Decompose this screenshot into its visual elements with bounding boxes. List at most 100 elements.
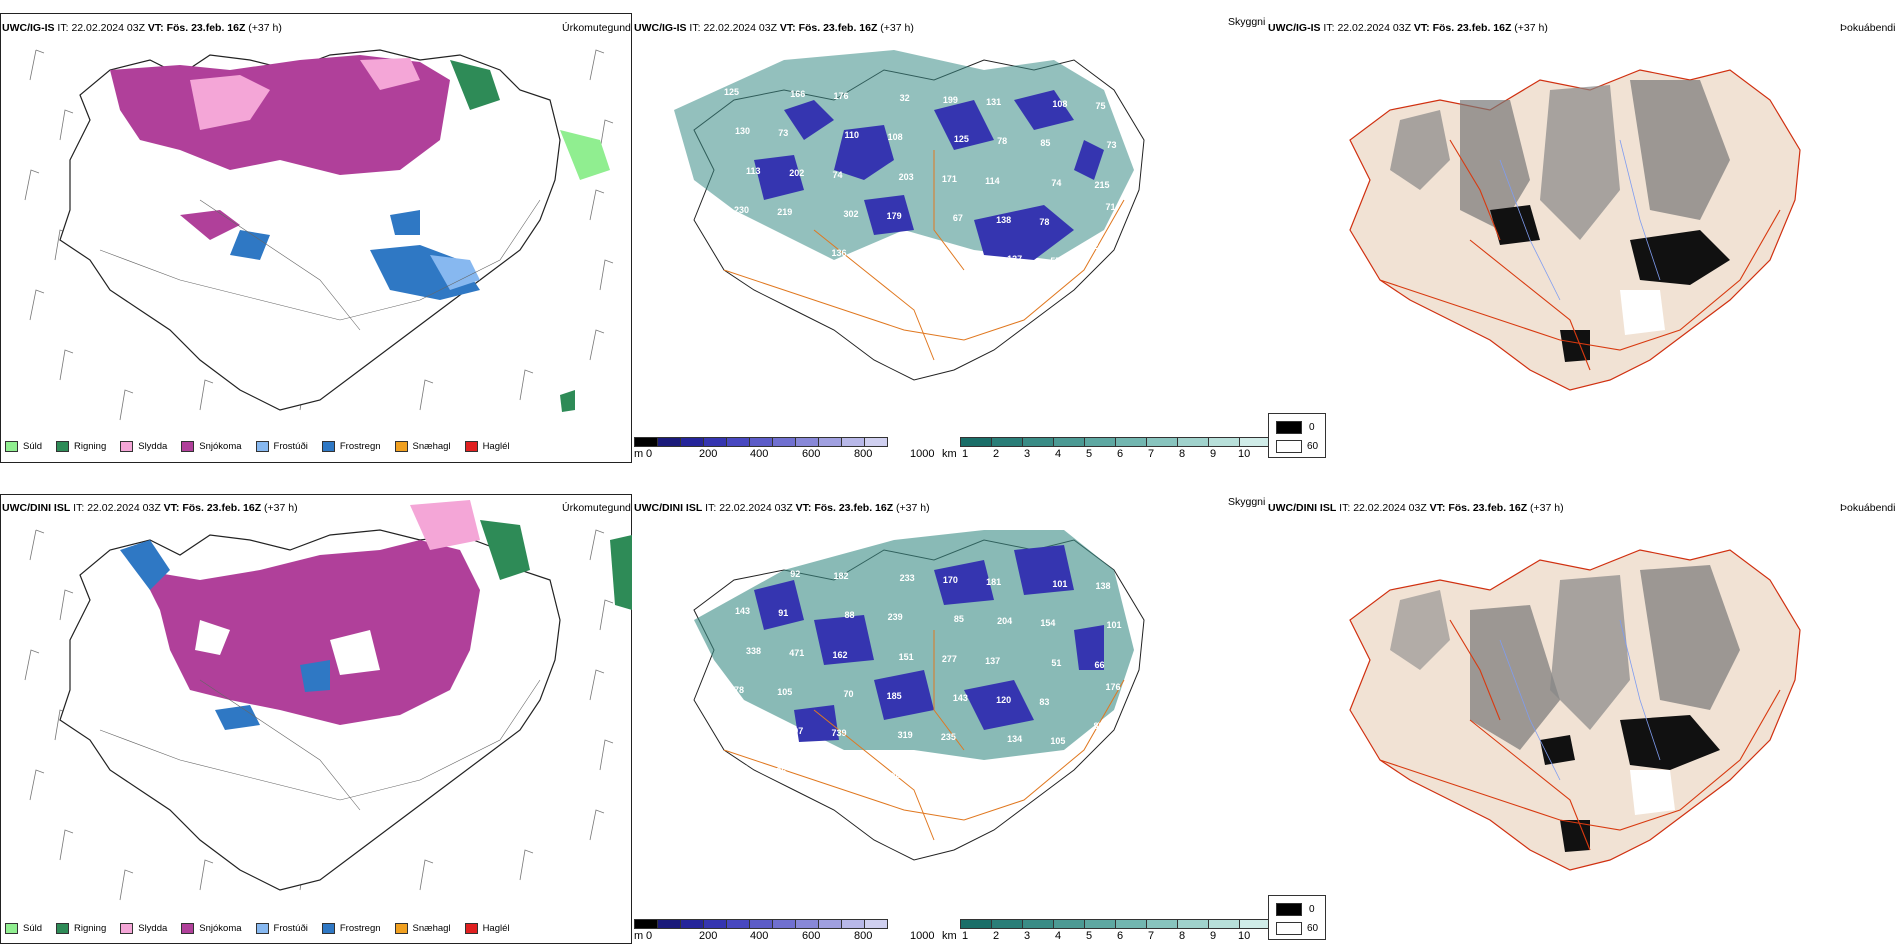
ceiling-value-label: 186 bbox=[1160, 164, 1176, 175]
it-value: 22.02.2024 03Z bbox=[703, 22, 777, 34]
legend-swatch bbox=[321, 923, 335, 934]
tick-label: 1 bbox=[962, 930, 969, 942]
panel-header-fog-bottom: UWC/DINI ISL IT: 22.02.2024 03Z VT: Fös.… bbox=[1268, 502, 1564, 514]
tick-label: 5 bbox=[1086, 930, 1093, 942]
ceiling-value-label: 190 bbox=[1149, 605, 1165, 616]
legend-label: Frostúði bbox=[273, 441, 308, 452]
vis-title-top: Skyggni bbox=[1228, 16, 1266, 28]
legend-item-slydda: Slydda bbox=[120, 441, 167, 452]
wind-barbs bbox=[24, 49, 614, 421]
tick-label: 800 bbox=[854, 930, 873, 942]
lead-time: (+37 h) bbox=[1530, 502, 1564, 514]
legend-item-haglel: Haglél bbox=[464, 441, 510, 452]
legend-label: Rigning bbox=[74, 441, 107, 452]
ceiling-value-label: 219 bbox=[777, 207, 793, 217]
legend-label: Súld bbox=[23, 923, 43, 934]
ceiling-value-label: 32 bbox=[899, 93, 910, 103]
tick-label: 3 bbox=[1024, 448, 1031, 460]
legend-swatch bbox=[321, 441, 335, 452]
ceiling-value-label: 134 bbox=[1007, 734, 1023, 745]
legend-label: Frostúði bbox=[273, 923, 308, 934]
precip-map-bottom bbox=[24, 500, 632, 901]
ceiling-value-label: 135 bbox=[1148, 684, 1164, 694]
visibility-map-bottom bbox=[693, 530, 1145, 861]
ceiling-value-label: 277 bbox=[941, 653, 957, 664]
vt-value: Fös. 23.feb. 16Z bbox=[798, 22, 878, 34]
ceiling-value-label: 114 bbox=[985, 175, 1000, 186]
ceiling-value-label: 72 bbox=[940, 252, 951, 263]
legend-swatch bbox=[120, 923, 134, 934]
it-label: IT: bbox=[1323, 22, 1335, 34]
ceiling-value-label: 88 bbox=[745, 244, 756, 255]
ceiling-value-label: 239 bbox=[887, 612, 903, 623]
it-value: 22.02.2024 03Z bbox=[71, 22, 145, 34]
precip-map-top bbox=[24, 49, 614, 421]
wind-barbs bbox=[24, 529, 614, 901]
ceiling-value-label: 137 bbox=[985, 655, 1001, 666]
legend-label: Súld bbox=[23, 441, 43, 452]
legend-item-rigning: Rigning bbox=[56, 923, 106, 934]
ceiling-value-label: 181 bbox=[986, 577, 1002, 587]
fog-legend-top: 0 60 bbox=[1268, 413, 1326, 458]
tick-label: 400 bbox=[750, 930, 769, 942]
fog-title-top: Þokuábendi bbox=[1840, 22, 1896, 34]
visibility-ticks-top: 1 2 3 4 5 6 7 8 9 10 bbox=[962, 448, 1262, 462]
legend-swatch bbox=[394, 923, 408, 934]
ceiling-value-label: 75 bbox=[1095, 101, 1106, 111]
roads bbox=[1379, 139, 1781, 371]
ceiling-value-label: 188 bbox=[1161, 583, 1177, 593]
ceiling-value-label: 235 bbox=[940, 732, 956, 743]
ceiling-value-label: 96 bbox=[776, 765, 787, 776]
fog-swatch-white bbox=[1276, 922, 1302, 935]
ceiling-value-label: 101 bbox=[1106, 620, 1122, 631]
legend-label: Frostregn bbox=[339, 441, 381, 452]
ceiling-value-label: 90 bbox=[1161, 103, 1172, 113]
vt-label: VT: bbox=[779, 22, 796, 34]
tick-label: 8 bbox=[1179, 930, 1186, 942]
ceiling-value-label: 124 bbox=[1159, 723, 1175, 734]
it-label: IT: bbox=[57, 22, 69, 34]
ceiling-value-label: 143 bbox=[952, 693, 968, 703]
vt-value: Fös. 23.feb. 16Z bbox=[1448, 502, 1528, 514]
legend-label: Slydda bbox=[138, 441, 168, 452]
tick-label: 400 bbox=[750, 448, 769, 460]
ceiling-value-label: 78 bbox=[997, 136, 1008, 147]
legend-swatch bbox=[255, 441, 269, 452]
lead-time: (+37 h) bbox=[880, 22, 914, 34]
fog-label-60: 60 bbox=[1307, 441, 1319, 452]
ceiling-value-label: 19 bbox=[733, 283, 744, 294]
legend-item-frostregn: Frostregn bbox=[321, 923, 381, 934]
precip-areas bbox=[120, 500, 632, 730]
fog-legend-bottom: 0 60 bbox=[1268, 895, 1326, 940]
model-name: UWC/DINI ISL bbox=[1268, 502, 1337, 514]
tick-label: 8 bbox=[1179, 448, 1186, 460]
ceiling-value-label: 105 bbox=[777, 687, 793, 697]
precip-areas bbox=[110, 55, 610, 412]
ceiling-value-label: 166 bbox=[790, 89, 806, 99]
legend-swatch bbox=[5, 923, 18, 934]
tick-label: 2 bbox=[993, 930, 1000, 942]
ceiling-value-label: 73 bbox=[778, 128, 789, 139]
vt-label: VT: bbox=[1413, 22, 1430, 34]
tick-label: 6 bbox=[1117, 930, 1124, 942]
precip-title-bottom: Úrkomutegund bbox=[562, 502, 631, 514]
ceiling-value-label: 96 bbox=[788, 246, 799, 257]
fog-label-60: 60 bbox=[1307, 923, 1319, 934]
ceiling-value-label: 110 bbox=[844, 130, 859, 141]
ceiling-value-label: 199 bbox=[942, 95, 958, 105]
ceiling-value-label: 143 bbox=[735, 606, 751, 617]
fog-swatch-black bbox=[1276, 421, 1302, 434]
ceiling-value-label: 151 bbox=[898, 651, 914, 662]
ceiling-value-label: 2 bbox=[1093, 241, 1099, 252]
legend-item-snaehagl: Snæhagl bbox=[394, 923, 451, 934]
ceiling-value-label: 78 bbox=[1039, 217, 1050, 227]
ceiling-value-label: 471 bbox=[789, 647, 805, 658]
ceiling-value-label: 91 bbox=[778, 608, 789, 619]
ceiling-value-label: 85 bbox=[953, 614, 964, 625]
ceiling-value-label: 71 bbox=[1105, 202, 1116, 212]
ceiling-value-label: 34 bbox=[1159, 243, 1170, 254]
legend-item-frostudi: Frostúði bbox=[255, 441, 308, 452]
ceiling-value-label: 96 bbox=[745, 724, 756, 735]
ceiling-value-label: 74 bbox=[1051, 177, 1062, 188]
ceiling-value-label: 125 bbox=[724, 87, 740, 97]
